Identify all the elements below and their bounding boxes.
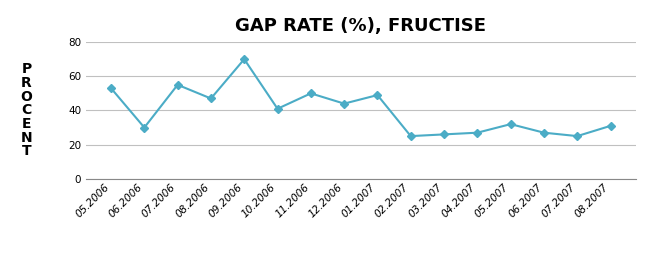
Text: E: E bbox=[22, 117, 31, 131]
GAP RATE bbox=[440, 133, 448, 136]
Text: P: P bbox=[21, 62, 32, 77]
GAP RATE bbox=[240, 58, 248, 61]
GAP RATE bbox=[140, 126, 148, 129]
GAP RATE bbox=[307, 92, 315, 95]
GAP RATE bbox=[606, 124, 614, 127]
Line: GAP RATE: GAP RATE bbox=[109, 56, 613, 139]
GAP RATE bbox=[373, 94, 381, 97]
Text: N: N bbox=[21, 131, 32, 145]
GAP RATE bbox=[573, 134, 581, 138]
GAP RATE bbox=[207, 97, 215, 100]
Title: GAP RATE (%), FRUCTISE: GAP RATE (%), FRUCTISE bbox=[235, 17, 487, 35]
Text: O: O bbox=[21, 90, 32, 104]
GAP RATE bbox=[473, 131, 481, 134]
Text: C: C bbox=[21, 103, 32, 118]
GAP RATE bbox=[173, 83, 181, 86]
Text: T: T bbox=[22, 144, 31, 159]
Text: R: R bbox=[21, 76, 32, 90]
GAP RATE bbox=[107, 87, 115, 90]
GAP RATE bbox=[540, 131, 548, 134]
GAP RATE bbox=[273, 107, 281, 110]
GAP RATE bbox=[506, 123, 514, 126]
GAP RATE bbox=[406, 134, 414, 138]
GAP RATE bbox=[340, 102, 348, 105]
